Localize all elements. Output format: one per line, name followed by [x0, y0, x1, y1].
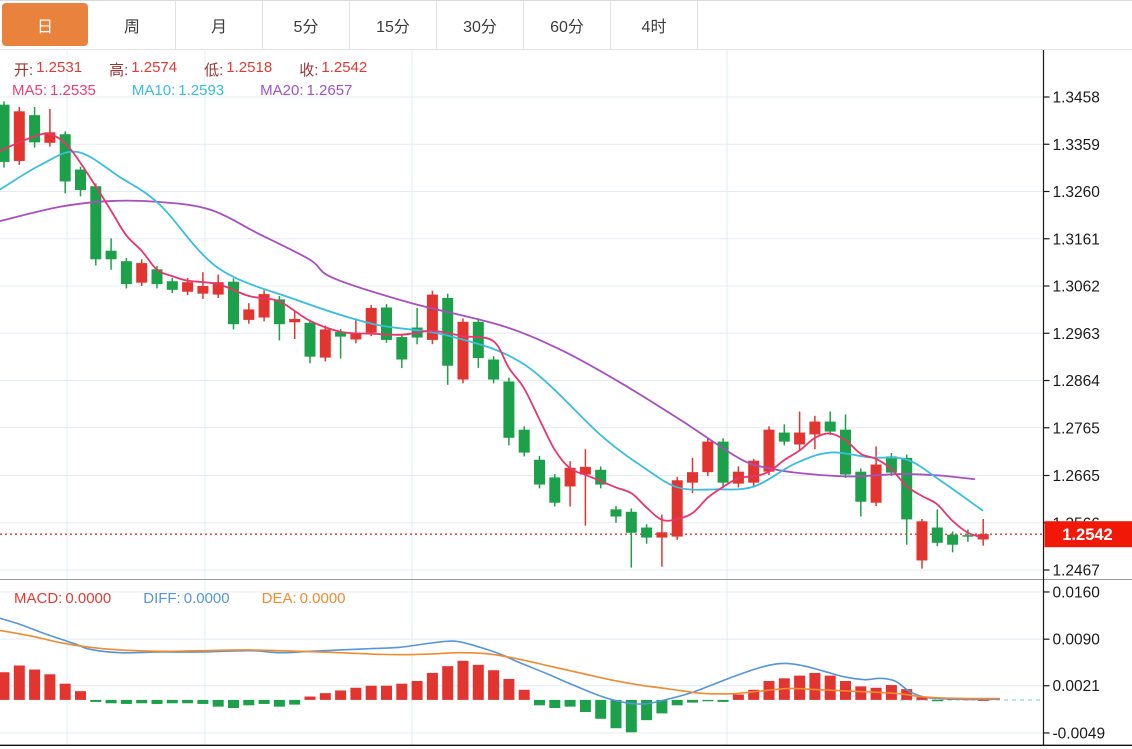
ma10-readout: MA10: 1.2593 — [131, 82, 225, 99]
ma-readout: MA5: 1.2535 MA10: 1.2593 MA20: 1.2657 — [12, 82, 352, 99]
svg-text:0.0090: 0.0090 — [1053, 632, 1101, 649]
tab-30min[interactable]: 30分 — [437, 1, 524, 49]
low-readout: 低: 1.2518 — [204, 59, 273, 79]
svg-text:1.2963: 1.2963 — [1053, 326, 1100, 343]
svg-text:1.2864: 1.2864 — [1053, 373, 1101, 390]
ma5-readout: MA5: 1.2535 — [12, 82, 96, 99]
tab-month[interactable]: 月 — [176, 1, 263, 49]
high-readout: 高: 1.2574 — [109, 59, 178, 79]
svg-text:1.2665: 1.2665 — [1053, 468, 1100, 485]
svg-text:1.2467: 1.2467 — [1053, 563, 1100, 580]
diff-line — [0, 617, 1001, 705]
diff-value-readout: DIFF: 0.0000 — [143, 590, 230, 607]
macd-value-readout: MACD: 0.0000 — [14, 590, 112, 607]
svg-text:1.3260: 1.3260 — [1053, 184, 1101, 201]
gridlines — [0, 50, 1043, 745]
ma20-line — [0, 199, 976, 481]
candles — [0, 101, 989, 569]
svg-text:1.3161: 1.3161 — [1053, 231, 1100, 248]
open-readout: 开: 1.2531 — [14, 59, 83, 79]
svg-text:0.0021: 0.0021 — [1053, 678, 1100, 695]
svg-text:0.0160: 0.0160 — [1053, 584, 1101, 601]
timeframe-tabs: 日 周 月 5分 15分 30分 60分 4时 — [0, 0, 1132, 50]
svg-text:-0.0049: -0.0049 — [1053, 725, 1106, 742]
svg-text:1.3359: 1.3359 — [1053, 137, 1100, 154]
tabbar-spacer — [698, 1, 1132, 49]
svg-text:1.2542: 1.2542 — [1062, 526, 1112, 544]
tab-4hour[interactable]: 4时 — [611, 1, 698, 49]
tab-15min[interactable]: 15分 — [350, 1, 437, 49]
tab-day[interactable]: 日 — [2, 3, 88, 46]
dea-line — [0, 629, 1001, 700]
current-price-tag: 1.2542 — [1044, 521, 1132, 548]
macd-readout: MACD: 0.0000 DIFF: 0.0000 DEA: 0.0000 — [14, 590, 346, 607]
svg-text:1.3062: 1.3062 — [1053, 279, 1100, 296]
ma20-readout: MA20: 1.2657 — [260, 82, 353, 99]
macd-histogram — [0, 660, 989, 733]
price-axis-labels: 1.3458 1.3359 1.3260 1.3161 1.3062 1.2963 1.28… — [1043, 90, 1106, 742]
ma5-line — [0, 132, 984, 539]
svg-text:1.3458: 1.3458 — [1053, 90, 1100, 107]
ohlc-readout: 开: 1.2531 高: 1.2574 低: 1.2518 收: 1.2542 — [14, 59, 367, 80]
tab-5min[interactable]: 5分 — [263, 1, 350, 49]
tab-60min[interactable]: 60分 — [524, 1, 611, 49]
svg-text:1.2765: 1.2765 — [1053, 420, 1100, 437]
dea-value-readout: DEA: 0.0000 — [261, 590, 346, 607]
tab-week[interactable]: 周 — [89, 1, 176, 49]
close-readout: 收: 1.2542 — [299, 59, 368, 79]
ma10-line — [0, 150, 984, 512]
